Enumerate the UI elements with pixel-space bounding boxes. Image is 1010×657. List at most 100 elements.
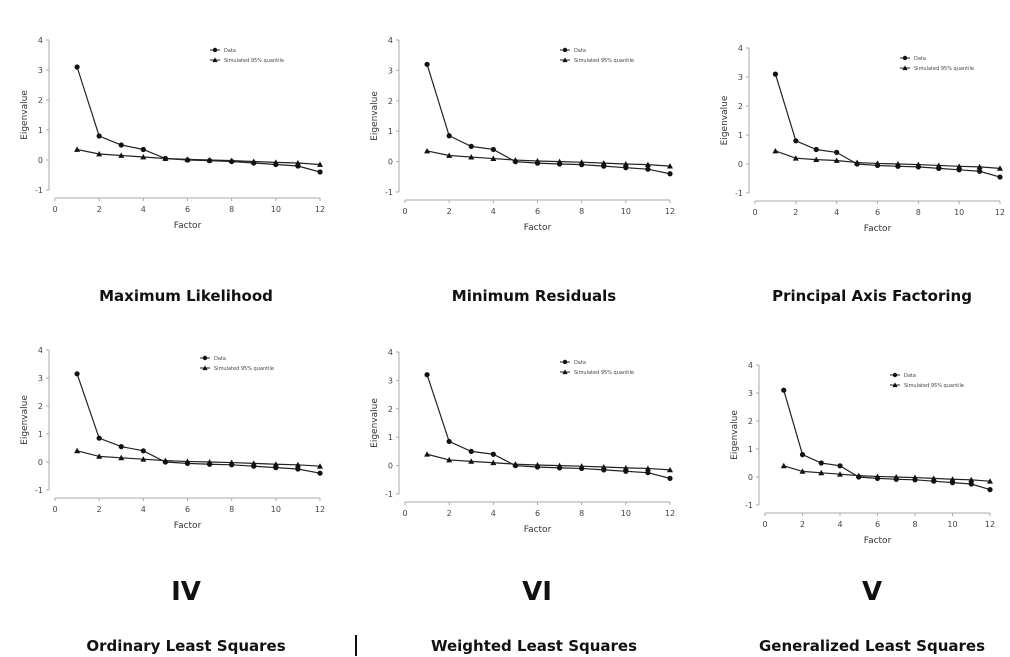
y-axis-label: Eigenvalue	[730, 410, 740, 460]
method-label-ols: Ordinary Least Squares	[86, 637, 286, 655]
data-point	[781, 387, 787, 393]
x-axis-label: Factor	[174, 221, 202, 231]
data-point-triangle	[272, 461, 279, 467]
data-point-triangle	[490, 155, 497, 161]
y-axis-label: Eigenvalue	[370, 398, 380, 448]
legend-marker-triangle	[562, 369, 568, 375]
data-point-triangle	[976, 163, 983, 170]
data-point-triangle	[206, 157, 213, 163]
data-point-triangle	[74, 447, 81, 454]
data-point-triangle	[772, 147, 779, 154]
data-point	[140, 146, 146, 153]
data-point-triangle	[644, 161, 651, 168]
data-point-triangle	[490, 459, 497, 466]
legend-label: Data	[214, 356, 226, 362]
data-point-triangle	[997, 165, 1003, 171]
data-point-triangle	[949, 476, 956, 482]
y-tick-label: 4	[38, 346, 43, 355]
x-tick-label: 8	[229, 505, 234, 514]
data-point-triangle	[118, 152, 125, 158]
x-tick-label: 2	[447, 509, 452, 518]
x-tick-label: 0	[762, 520, 767, 529]
legend-label: Data	[574, 48, 586, 54]
data-point	[74, 64, 80, 70]
data-point-triangle	[294, 461, 301, 468]
legend-marker-circle	[202, 355, 208, 361]
x-tick-label: 0	[52, 505, 57, 514]
data-point	[424, 372, 430, 378]
data-point-triangle	[854, 159, 861, 165]
y-tick-label: 0	[748, 473, 753, 482]
data-point	[468, 448, 474, 454]
x-tick-label: 8	[912, 520, 917, 529]
y-axis-label: Eigenvalue	[20, 395, 30, 445]
y-tick-label: 1	[38, 430, 43, 439]
roman-label-vi: VI	[522, 577, 552, 607]
x-tick-label: 8	[579, 207, 584, 216]
y-tick-label: -1	[385, 188, 393, 197]
data-point-triangle	[317, 161, 323, 167]
data-point	[813, 146, 819, 153]
data-point	[987, 487, 993, 493]
data-point	[490, 451, 496, 457]
data-point-triangle	[780, 462, 787, 469]
method-label-gls: Generalized Least Squares	[758, 637, 986, 655]
y-tick-label: -1	[735, 189, 743, 198]
data-point	[140, 448, 146, 454]
data-point-triangle	[446, 456, 453, 463]
data-point-triangle	[600, 160, 607, 166]
chart-panel-wls: -1 0 1 2 3 4 0 2 4 6 8 10 12 Factor Eigenvalue Data Simu…	[350, 342, 680, 547]
x-tick-label: 6	[875, 520, 880, 529]
data-point-triangle	[855, 472, 862, 478]
x-tick-label: 12	[985, 520, 995, 529]
data-point-triangle	[912, 474, 918, 480]
data-point-triangle	[556, 158, 563, 164]
y-tick-label: 4	[748, 361, 753, 370]
y-tick-label: 2	[38, 402, 43, 411]
y-tick-label: 1	[738, 131, 743, 140]
y-tick-label: 1	[748, 445, 753, 454]
legend-label: Data	[574, 360, 586, 366]
y-tick-label: 4	[38, 36, 43, 45]
data-point-triangle	[468, 458, 475, 464]
data-point	[317, 470, 323, 476]
series-line	[426, 453, 671, 471]
series-line	[426, 150, 671, 167]
data-point	[118, 444, 124, 450]
x-tick-label: 12	[665, 207, 675, 216]
data-point-triangle	[893, 474, 900, 480]
data-point	[118, 142, 124, 148]
data-point	[96, 435, 102, 441]
series-line	[426, 64, 671, 175]
x-tick-label: 0	[52, 205, 57, 214]
y-tick-label: 0	[738, 160, 743, 169]
x-tick-label: 10	[621, 207, 631, 216]
data-point	[490, 146, 496, 153]
data-point-triangle	[250, 158, 257, 164]
data-point-triangle	[956, 163, 963, 169]
series-line	[76, 66, 321, 173]
data-point	[446, 438, 452, 445]
legend-label: Data	[914, 56, 926, 62]
data-point-triangle	[987, 478, 993, 484]
x-tick-label: 8	[916, 208, 921, 217]
x-tick-label: 6	[875, 208, 880, 217]
series-line	[426, 374, 671, 479]
series-line	[774, 73, 1001, 178]
legend-marker-triangle	[212, 57, 218, 63]
series-line	[76, 148, 321, 166]
x-axis-label: Factor	[524, 223, 552, 233]
x-tick-label: 4	[491, 509, 496, 518]
data-point-triangle	[894, 161, 901, 167]
roman-label-iv: IV	[171, 577, 201, 607]
series-line	[76, 373, 321, 474]
x-axis-label: Factor	[524, 525, 552, 535]
data-point-triangle	[622, 464, 629, 471]
x-axis-label: Factor	[864, 536, 892, 546]
chart-panel-ols: -1 0 1 2 3 4 0 2 4 6 8 10 12 Factor Eigenvalue Data Simu…	[10, 340, 330, 540]
y-tick-label: 3	[738, 73, 743, 82]
x-tick-label: 10	[621, 509, 631, 518]
y-tick-label: 2	[748, 417, 753, 426]
